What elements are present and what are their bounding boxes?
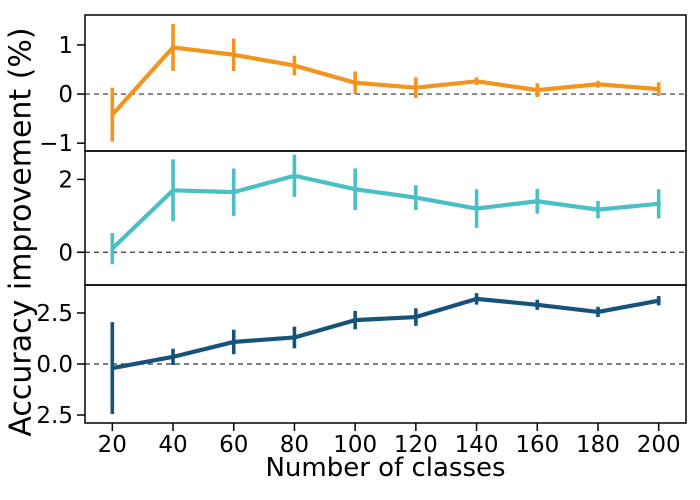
- x-tick-label: 120: [394, 432, 438, 458]
- x-tick-label: 200: [637, 432, 681, 458]
- y-tick-label: 0: [58, 240, 73, 266]
- y-tick-label: 0.0: [36, 352, 73, 378]
- x-tick-label: 20: [98, 432, 127, 458]
- x-axis-label: Number of classes: [265, 453, 506, 483]
- x-tick-label: 40: [158, 432, 187, 458]
- y-tick-label: 2.5: [36, 301, 73, 327]
- x-tick-label: 80: [280, 432, 309, 458]
- panel-top-series-line: [110, 45, 661, 117]
- panel-middle-series-line: [110, 173, 661, 251]
- x-tick-label: 60: [219, 432, 248, 458]
- y-tick-label: 2: [58, 167, 73, 193]
- y-axis-label: Accuracy improvement (%): [3, 27, 39, 437]
- y-tick-label: −1: [39, 131, 73, 157]
- y-tick-label: 2.5: [36, 403, 73, 429]
- x-tick-label: 180: [576, 432, 620, 458]
- y-tick-label: 1: [58, 33, 73, 59]
- panel-bottom-series-line: [110, 296, 661, 371]
- x-tick-label: 140: [455, 432, 499, 458]
- x-tick-label: 100: [333, 432, 377, 458]
- panel-middle-border: [84, 150, 687, 286]
- y-tick-label: 0: [58, 82, 73, 108]
- panel-bottom-border: [84, 284, 687, 424]
- x-tick-label: 160: [515, 432, 559, 458]
